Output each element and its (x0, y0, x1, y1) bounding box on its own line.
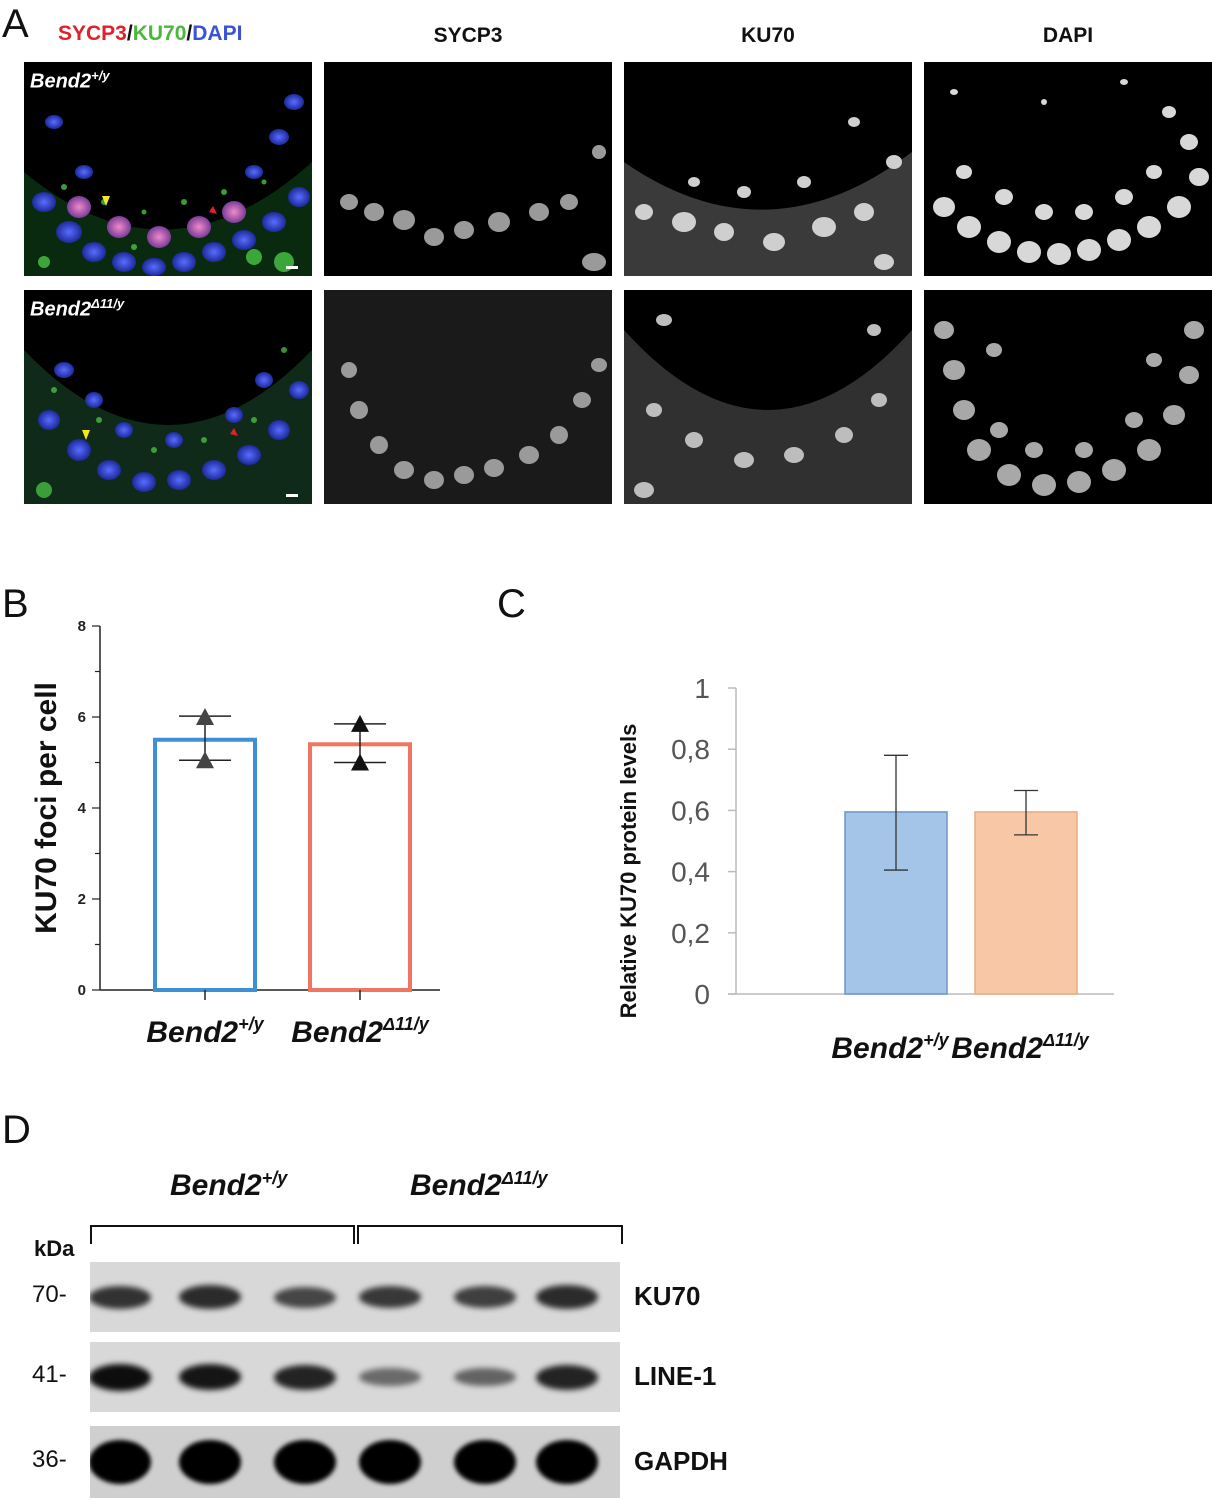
blot-strip-gapdh (90, 1426, 620, 1498)
blot-band (359, 1286, 421, 1308)
blot-band (536, 1364, 598, 1390)
blot-strip-line-1 (90, 1342, 620, 1412)
chart-c-y-tick-label: 0,6 (671, 795, 710, 826)
scale-bar (286, 266, 298, 269)
chart-c-y-tick-label: 1 (694, 673, 710, 704)
column-title-sycp3: SYCP3 (433, 24, 503, 47)
blot-protein-label: GAPDH (634, 1446, 728, 1476)
kda-label: kDa (34, 1236, 75, 1261)
chart-c-y-tick-label: 0,8 (671, 734, 710, 765)
chart-c-y-tick-label: 0,2 (671, 918, 710, 949)
row-label-wt: Bend2+/y (30, 68, 110, 93)
chart-b-y-tick-label: 0 (78, 982, 86, 999)
chart-c-x-tick-label: Bend2+/y (831, 1030, 949, 1065)
chart-b-x-tick-label: Bend2Δ11/y (291, 1014, 429, 1049)
blot-band (359, 1368, 421, 1386)
micrograph-sycp3-mut-image (324, 290, 612, 504)
micrograph-dapi-mut-image (934, 321, 1204, 496)
micrograph-ku70-mut (624, 290, 912, 504)
micrograph-dapi-wt-image (933, 79, 1209, 265)
micrograph-dapi-wt (924, 62, 1212, 276)
blot-band (274, 1440, 336, 1484)
blot-band (536, 1440, 598, 1484)
blot-band (454, 1286, 516, 1308)
chart-b-bar (153, 737, 257, 992)
chart-c-y-tick-label: 0 (694, 979, 710, 1010)
chart-c-x-tick-label: Bend2Δ11/y (951, 1030, 1089, 1065)
chart-b-y-tick-label: 8 (78, 618, 86, 635)
micrograph-sycp3-wt-image (340, 145, 606, 271)
chart-c-y-tick-label: 0,4 (671, 857, 710, 888)
merge-title-dapi: DAPI (192, 22, 243, 45)
chart-b-y-tick-label: 4 (78, 800, 87, 817)
panel-c-label: C (497, 582, 526, 626)
blot-band (179, 1364, 241, 1390)
blot-kda-marker: 70- (32, 1281, 67, 1308)
scale-bar (286, 494, 298, 497)
merge-title-sep1: / (126, 22, 133, 45)
micrograph-ku70-mut-image (624, 314, 912, 504)
blot-band (359, 1440, 421, 1484)
blot-band (536, 1285, 598, 1309)
column-title-dapi: DAPI (1042, 24, 1094, 47)
micrograph-merge-mut: Bend2Δ11/y (24, 290, 312, 504)
blot-band (90, 1285, 151, 1309)
chart-b-data-point (351, 753, 369, 771)
blot-band (179, 1440, 241, 1484)
blot-band (274, 1364, 336, 1390)
blot-group-brackets (90, 1225, 623, 1244)
micrograph-ku70-wt (624, 62, 912, 276)
chart-b-data-point (351, 714, 369, 732)
blot-band (179, 1285, 241, 1309)
panel-a-label: A (2, 2, 29, 46)
blot-band (90, 1440, 151, 1484)
chart-b-x-tick-label: Bend2+/y (146, 1014, 264, 1049)
blot-kda-marker: 41- (32, 1361, 67, 1388)
micrograph-sycp3-mut (324, 290, 612, 504)
chart-b-data-point (196, 708, 214, 725)
chart-c: 0 0,2 0,4 0,6 0,8 1 Relative KU70 protein leve… (616, 673, 1114, 1065)
micrograph-ku70-wt-image (624, 117, 912, 276)
blot-band (90, 1363, 151, 1391)
chart-b-y-tick-label: 6 (78, 709, 86, 726)
blot-band (454, 1440, 516, 1484)
micrograph-sycp3-wt (324, 62, 612, 276)
micrograph-merge-wt: Bend2+/y (24, 62, 312, 276)
blot-group-label-mut: Bend2Δ11/y (410, 1168, 548, 1202)
blot-protein-label: LINE-1 (634, 1361, 717, 1391)
chart-b-y-tick-label: 2 (78, 891, 86, 908)
chart-b-bar (308, 742, 412, 992)
column-title-ku70: KU70 (741, 24, 795, 47)
chart-b-data-point (196, 751, 214, 769)
blot-protein-label: KU70 (634, 1281, 701, 1311)
blot-strip-ku70 (90, 1262, 620, 1332)
panel-b-label: B (2, 582, 29, 626)
blot-band (274, 1286, 336, 1308)
micrograph-merge-wt-image (24, 94, 312, 276)
chart-c-plot: 0 0,2 0,4 0,6 0,8 1 Relative KU70 protein leve… (616, 673, 1114, 1065)
chart-c-bar (974, 811, 1078, 995)
chart-b-plot: 0 2 4 6 8 KU70 foci per cell Bend2+/y Bend2Δ11/… (30, 618, 440, 1049)
merge-title: SYCP3/KU70/DAPI (58, 22, 242, 46)
chart-b-y-axis-label: KU70 foci per cell (30, 682, 63, 934)
chart-c-y-axis-label: Relative KU70 protein levels (616, 724, 641, 1019)
micrograph-dapi-mut (924, 290, 1212, 504)
merge-title-sycp3: SYCP3 (58, 22, 127, 45)
merge-title-ku70: KU70 (132, 22, 187, 45)
chart-b: 0 2 4 6 8 KU70 foci per cell Bend2+/y Bend2Δ11/… (30, 618, 440, 1049)
panel-d-label: D (2, 1108, 31, 1152)
row-label-mut: Bend2Δ11/y (30, 296, 125, 321)
blot-group-label-wt: Bend2+/y (170, 1168, 288, 1202)
blot-band (454, 1368, 516, 1386)
micrograph-merge-mut-image (24, 347, 312, 504)
merge-title-sep2: / (186, 22, 193, 45)
blot-kda-marker: 36- (32, 1446, 67, 1473)
